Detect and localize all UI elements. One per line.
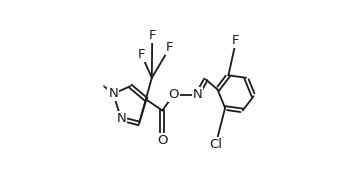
Text: methyl: methyl xyxy=(101,86,106,87)
Text: F: F xyxy=(232,34,240,47)
Text: F: F xyxy=(137,48,145,61)
Text: F: F xyxy=(166,41,174,54)
Text: N: N xyxy=(116,112,126,125)
Text: F: F xyxy=(149,29,156,42)
Text: Cl: Cl xyxy=(209,138,222,151)
Text: O: O xyxy=(157,134,168,147)
Text: N: N xyxy=(108,87,118,100)
Text: N: N xyxy=(193,88,202,101)
Text: O: O xyxy=(169,88,179,101)
